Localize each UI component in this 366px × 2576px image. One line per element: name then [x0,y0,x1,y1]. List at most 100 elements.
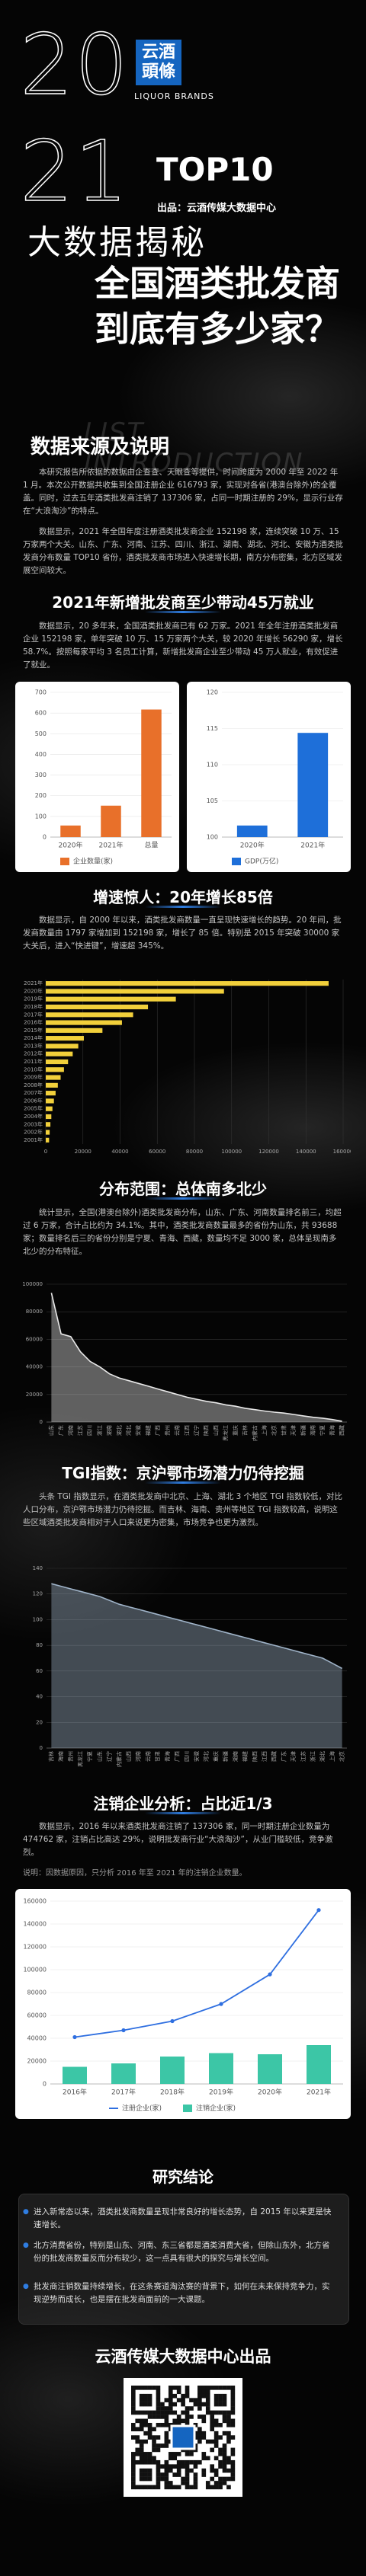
qr-cell [172,2386,178,2390]
qr-cell [230,2410,236,2415]
section-title: 研究结论 [152,2168,214,2186]
x-tick-label: 内蒙古 [115,1751,122,1767]
qr-cell [156,2435,161,2440]
qr-cell [156,2443,161,2448]
y-tick-label: 140000 [23,1921,47,1928]
qr-cell [135,2427,140,2432]
qr-cell [152,2456,156,2461]
qr-cell [205,2393,210,2399]
qr-cell [135,2452,140,2456]
title-underline [145,1197,221,1200]
bar [63,2066,87,2084]
y-tick-label: 2019年 [24,996,43,1002]
qr-cell [230,2389,236,2395]
qr-cell [181,2393,185,2399]
qr-cell [139,2452,144,2456]
qr-cell [156,2422,161,2427]
qr-cell [222,2410,227,2415]
paragraph: 数据显示，自 2000 年以来，酒类批发商数量一直呈现快速增长的趋势。20 年间… [23,916,342,951]
qr-cell [160,2402,165,2407]
qr-cell [230,2422,236,2427]
y-tick-label: 160000 [23,1898,47,1905]
qr-cell [168,2406,173,2411]
qr-cell [222,2393,227,2399]
logo-en: LIQUOR BRANDS [134,91,214,101]
point [121,2028,126,2033]
x-tick-label: 贵州 [67,1751,74,1762]
bar [236,825,268,837]
x-tick-label: 江西 [184,1425,190,1436]
qr-cell [181,2464,185,2469]
footer: 云酒传媒大数据中心出品 [95,2347,271,2366]
qr-cell [176,2459,181,2465]
qr-cell [222,2476,227,2482]
x-tick-label: 山西 [212,1425,219,1436]
qr-cell [222,2452,227,2456]
legend-label: GDP(万亿) [245,857,278,866]
x-tick-label: 甘肃 [154,1751,161,1762]
qr-cell [185,2452,190,2456]
qr-cell [197,2435,202,2440]
qr-cell [139,2427,144,2432]
bar [46,1020,122,1025]
y-tick-label: 600 [35,710,47,717]
qr-logo [170,2424,196,2450]
qr-cell [164,2418,169,2424]
qr-cell [230,2418,236,2424]
x-tick-label: 青海 [164,1751,171,1762]
section-title: 增速惊人：20年增长85倍 [93,888,273,906]
x-tick-label: 新疆 [222,1751,229,1762]
qr-cell [193,2476,198,2482]
qr-cell [139,2393,144,2399]
qr-cell [181,2402,185,2407]
legend-label: 注销企业(家) [196,2104,236,2113]
qr-cell [164,2485,169,2490]
y-tick-label: 0 [40,1745,43,1751]
year-bottom: 21 [19,123,130,220]
bar [46,1130,50,1135]
qr-cell [152,2410,156,2415]
x-tick-label: 广西 [174,1751,181,1762]
x-tick-label: 河南 [67,1425,74,1436]
qr-cell [230,2406,236,2411]
qr-cell [135,2435,140,2440]
x-tick-label: 2019年 [209,2088,233,2097]
qr-cell [172,2456,178,2461]
qr-cell [131,2386,136,2390]
y-tick-label: 2017年 [24,1011,43,1018]
bar [160,2057,185,2084]
x-tick-label: 总量 [144,841,158,850]
paragraph: 数据显示，2016 年以来酒类批发商注销了 137306 家，同一时期注册企业数… [23,1822,333,1857]
y-tick-label: 60 [36,1668,43,1674]
x-tick-label: 黑龙江 [76,1751,83,1767]
qr-cell [201,2393,207,2399]
qr-cell [131,2398,136,2402]
qr-cell [193,2472,198,2477]
qr-cell [230,2476,236,2482]
bar [46,1106,53,1111]
qr-cell [156,2410,161,2415]
qr-cell [205,2389,210,2395]
qr-cell [210,2418,214,2424]
section-title: 数据来源及说明 [30,436,170,459]
qr-cell [222,2402,227,2407]
qr-cell [222,2418,227,2424]
qr-cell [230,2472,236,2477]
x-tick-label: 浙江 [96,1425,103,1436]
y-tick-label: 100000 [22,1281,43,1287]
y-tick-label: 40000 [27,2035,47,2042]
qr-cell [156,2389,161,2395]
watermark: LIST INTRODUCTION [84,417,304,478]
x-tick-label: 辽宁 [193,1425,200,1436]
bar [141,709,162,837]
chart: 0 20000 40000 60000 80000 100000 120000 140000 1… [24,980,351,1155]
qr-cell [222,2398,227,2402]
qr-cell [193,2485,198,2490]
qr-cell [205,2485,210,2490]
qr-cell [168,2386,173,2390]
qr-cell [214,2485,219,2490]
x-tick-label: 甘肃 [280,1425,287,1436]
qr-cell [218,2402,223,2407]
qr-cell [156,2386,161,2390]
qr-cell [139,2456,144,2461]
